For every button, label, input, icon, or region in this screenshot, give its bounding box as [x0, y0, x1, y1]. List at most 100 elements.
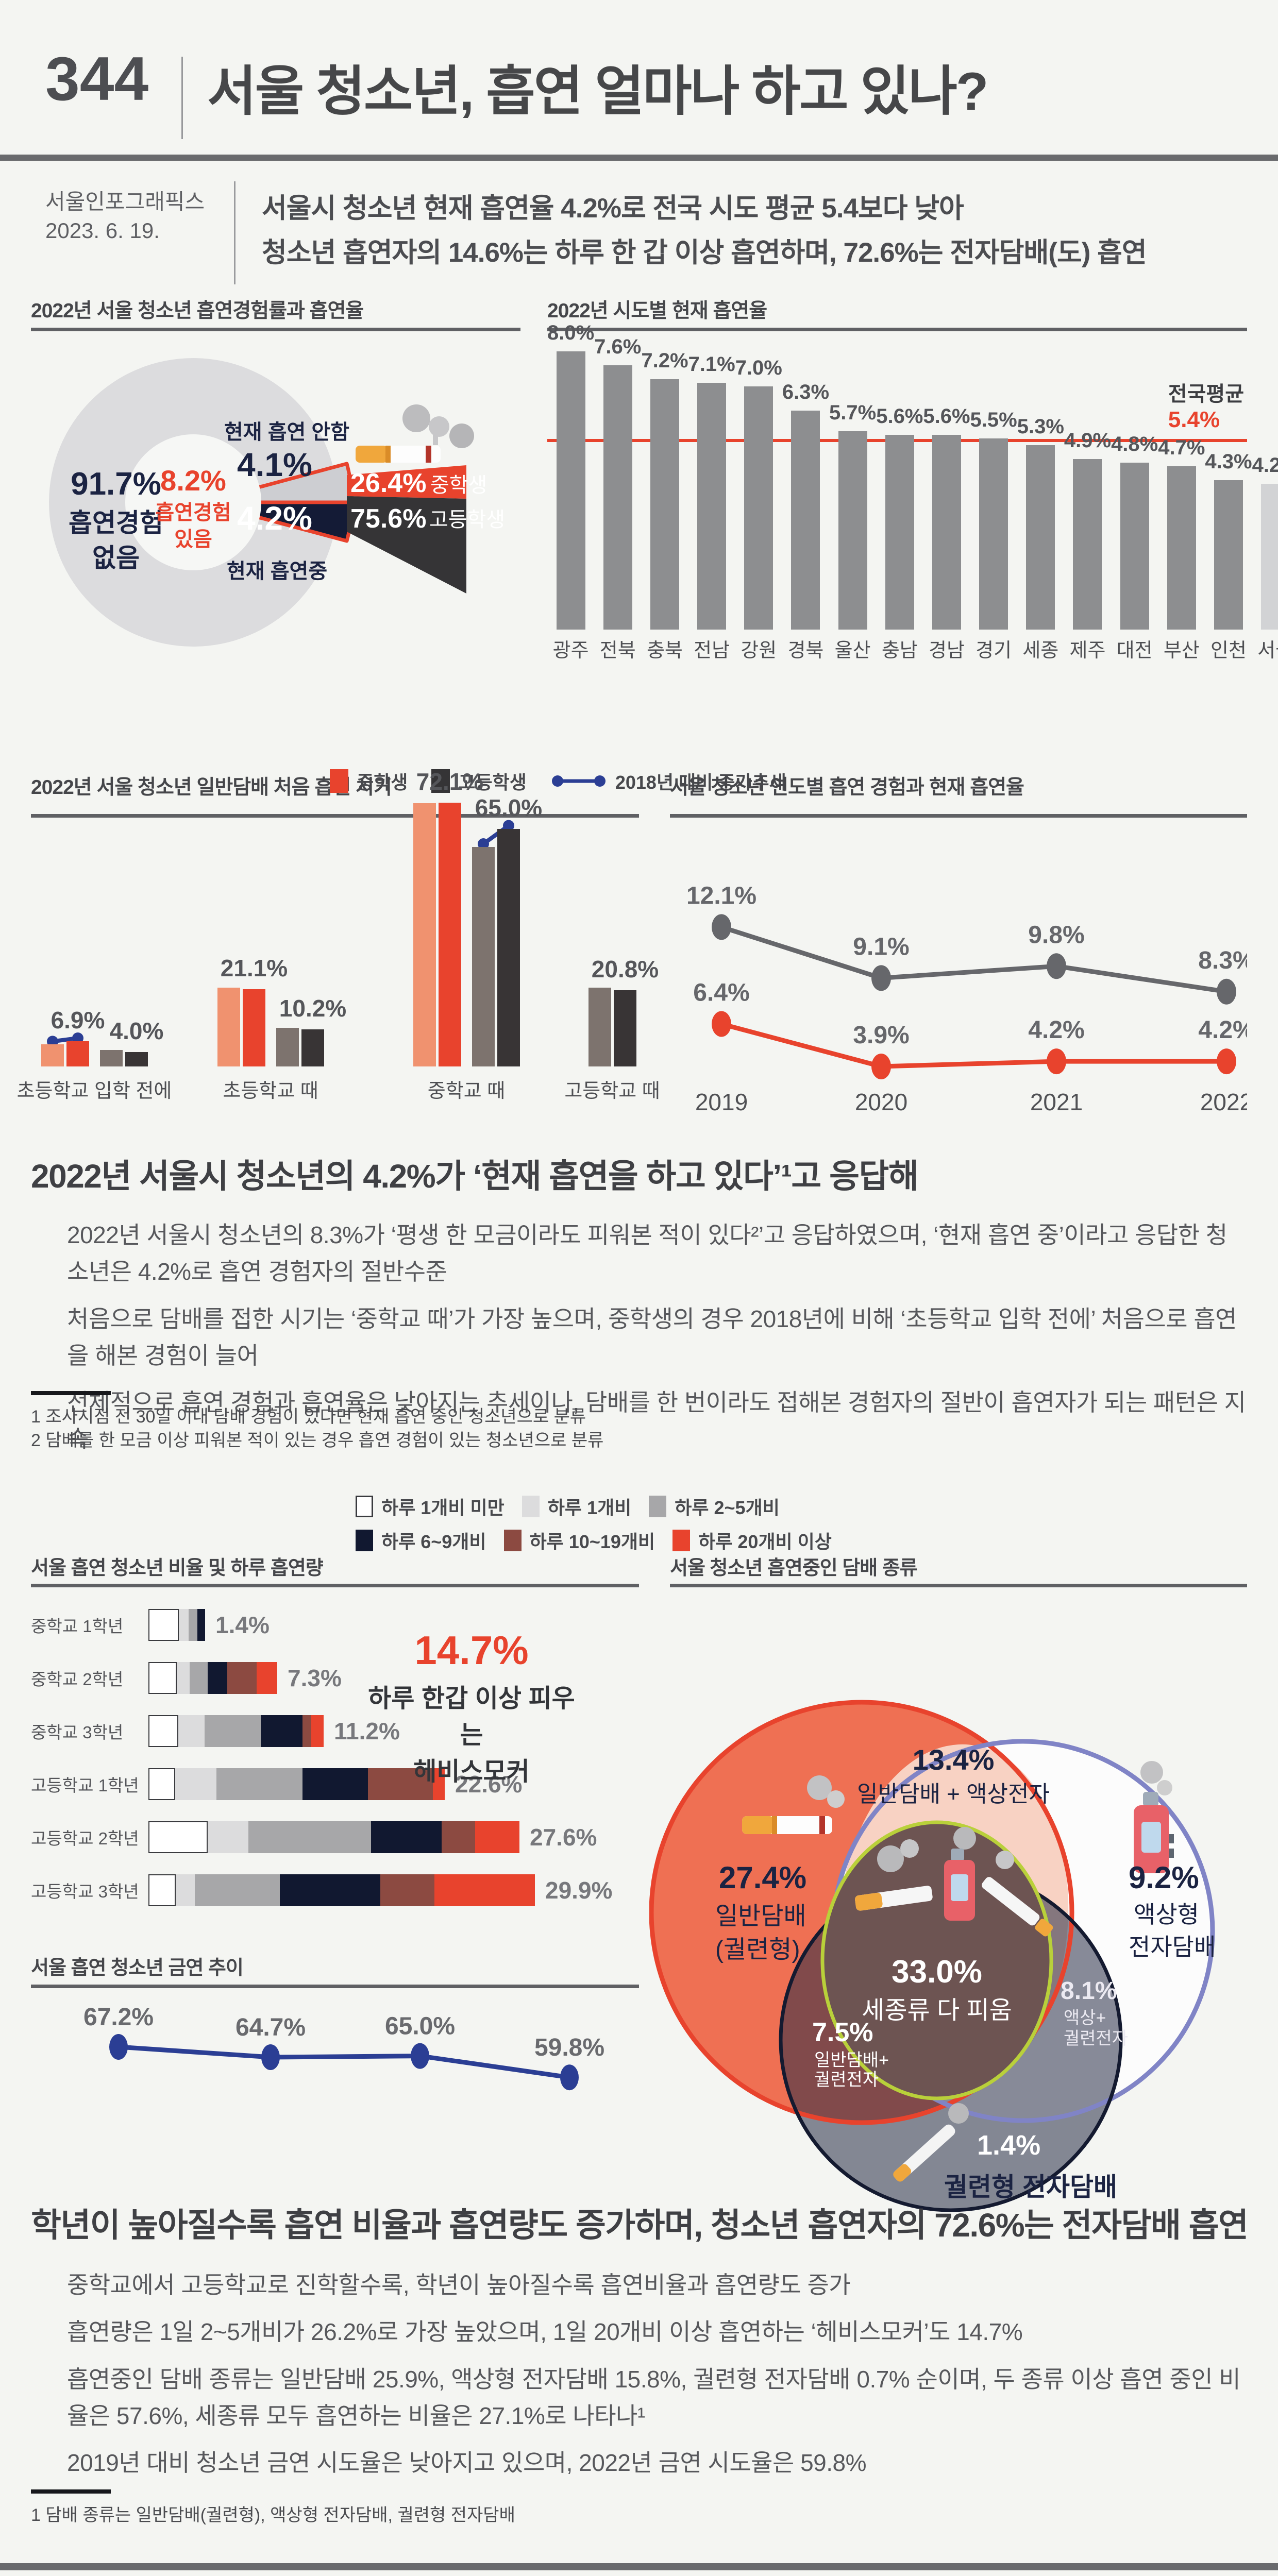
legend-label: 하루 2~5개비	[675, 1497, 780, 1518]
page-title: 서울 청소년, 흡연 얼마나 하고 있나?	[207, 62, 988, 122]
footnote-rule	[31, 2489, 111, 2494]
data-point	[109, 2034, 128, 2060]
grouped-bar-2	[588, 988, 611, 1066]
venn-cig-label-1: 일반담배	[715, 1903, 806, 1930]
venn-title: 서울 청소년 흡연중인 담배 종류	[670, 1557, 918, 1579]
legend-item-middle: 중학생	[330, 768, 408, 794]
legend-item: 하루 1개비 미만	[356, 1493, 505, 1520]
trend-dot	[503, 820, 514, 832]
grouped-bar-1	[66, 1041, 89, 1066]
bar-value-label: 22.6%	[455, 1770, 523, 1798]
data-point	[871, 965, 891, 991]
bar-segment-5	[257, 1662, 277, 1694]
bar-value-label: 65.0%	[475, 794, 543, 821]
vape-icon	[1134, 1761, 1174, 1873]
bar-value-label: 20.8%	[591, 956, 659, 983]
quit-line	[118, 2044, 570, 2080]
section2-bullets: 중학교에서 고등학교로 진학할수록, 학년이 높아질수록 흡연비율과 흡연량도 …	[67, 2267, 1247, 2492]
experience-label-1: 흡연경험	[155, 501, 231, 524]
bar-segment-3	[371, 1821, 442, 1853]
legend-label: 2018년 대비 증가추세	[615, 772, 786, 793]
bar-segment-1	[178, 1715, 205, 1747]
bar-value-label: 5.7%	[829, 401, 877, 425]
region-bar	[1167, 466, 1196, 630]
legend-label: 고등학생	[458, 772, 527, 793]
bar-segment-0	[148, 1768, 175, 1800]
stacked-bar-row: 고등학교 2학년 27.6%	[31, 1810, 670, 1863]
bar-value-label: 27.6%	[530, 1823, 597, 1851]
data-point	[411, 2043, 429, 2069]
data-point	[1047, 953, 1066, 979]
region-bar-slot: 4.2% 서울	[1252, 314, 1278, 666]
region-label: 강원	[741, 640, 777, 662]
grade-label: 고등학교 2학년	[31, 1828, 139, 1848]
legend-label: 하루 10~19개비	[529, 1531, 655, 1552]
venn-both-pct: 13.4%	[913, 1743, 995, 1776]
venn-ch-pct: 7.5%	[812, 2018, 873, 2047]
region-bar-slot: 7.0% 강원	[735, 314, 782, 666]
bar-segment-0	[148, 1608, 179, 1641]
bar-segment-5	[433, 1768, 445, 1800]
stacked-bar	[148, 1608, 205, 1641]
bar-segment-2	[216, 1768, 302, 1800]
venn-ch-label-2: 궐련전자	[814, 2070, 879, 2090]
donut-hole	[125, 434, 261, 570]
quit-rule	[31, 1985, 639, 1988]
quit-title: 서울 흡연 청소년 금연 추이	[31, 1957, 244, 1979]
stacked-bar	[148, 1768, 445, 1800]
bar-value-label: 10.2%	[279, 994, 347, 1022]
legend-label: 하루 1개비	[547, 1497, 632, 1518]
bar-value-label: 5.6%	[876, 405, 923, 428]
grouped-bar-3	[301, 1029, 324, 1066]
region-bar-slot: 7.2% 충북	[641, 314, 688, 666]
grouped-bar-2	[472, 847, 495, 1066]
date: 2023. 6. 19.	[45, 218, 160, 243]
trend-dot	[72, 1032, 83, 1044]
middle-school-band	[347, 465, 466, 499]
grouped-bar-3	[125, 1052, 148, 1066]
grouped-bar-3	[614, 990, 636, 1066]
point-value-label: 4.2%	[1028, 1016, 1084, 1044]
bar-segment-1	[175, 1768, 217, 1800]
point-value-label: 65.0%	[385, 2013, 455, 2040]
bar-value-label: 4.2%	[1252, 453, 1278, 477]
year-label: 2022	[1200, 1089, 1247, 1115]
region-label: 울산	[834, 640, 871, 662]
tobacco-type-venn-diagram: 27.4% 일반담배 (궐련형) 13.4% 일반담배 + 액상전자 9.2% …	[649, 1700, 1216, 2212]
bar-segment-3	[208, 1662, 227, 1694]
bar-value-label: 4.7%	[1158, 436, 1205, 459]
bar-segment-4	[367, 1768, 433, 1800]
bar-segment-5	[434, 1874, 535, 1906]
stacked-bar	[148, 1821, 519, 1853]
legend-item: 하루 6~9개비	[356, 1527, 486, 1554]
legend-swatch	[356, 1496, 373, 1517]
bar-segment-1	[175, 1874, 195, 1906]
yearly-title: 서울 청소년 연도별 흡연 경험과 현재 흡연율	[670, 776, 1024, 799]
region-bar-slot: 5.3% 세종	[1017, 314, 1064, 666]
point-value-label: 3.9%	[853, 1022, 909, 1049]
no-experience-label-1: 흡연경험	[69, 509, 163, 537]
top-rule	[0, 155, 1278, 161]
region-bar	[650, 379, 679, 630]
grouped-bar-3	[497, 828, 520, 1066]
region-label: 경북	[787, 640, 824, 662]
region-bar-slot: 7.1% 전남	[688, 314, 735, 666]
firstsmoke-rule	[31, 814, 639, 818]
venn-liquid-pct: 9.2%	[1129, 1860, 1199, 1895]
region-bar	[838, 431, 867, 630]
bar-value-label: 1.4%	[215, 1611, 270, 1638]
legend-label: 중학생	[357, 772, 408, 793]
grouped-bar-2	[276, 1028, 299, 1066]
bar-segment-2	[189, 1608, 197, 1641]
bar-segment-3	[197, 1608, 205, 1641]
cigarette-icon	[742, 1775, 845, 1834]
region-bar-slot: 5.6% 충남	[876, 314, 923, 666]
region-bar	[556, 351, 585, 630]
daily-legend: 하루 1개비 미만 하루 1개비 하루 2~5개비 하루 6~9개비 하루 10~19…	[356, 1493, 832, 1554]
quit-line-chart: 67.2% 64.7% 65.0% 59.8%	[83, 2004, 604, 2091]
data-point	[261, 2044, 280, 2070]
region-bar	[744, 386, 773, 630]
cigarette-icon	[356, 404, 474, 463]
callout-line-1: 하루 한갑 이상 피우는	[368, 1685, 575, 1749]
bullet: 흡연중인 담배 종류는 일반담배 25.9%, 액상형 전자담배 15.8%, …	[67, 2365, 1241, 2429]
